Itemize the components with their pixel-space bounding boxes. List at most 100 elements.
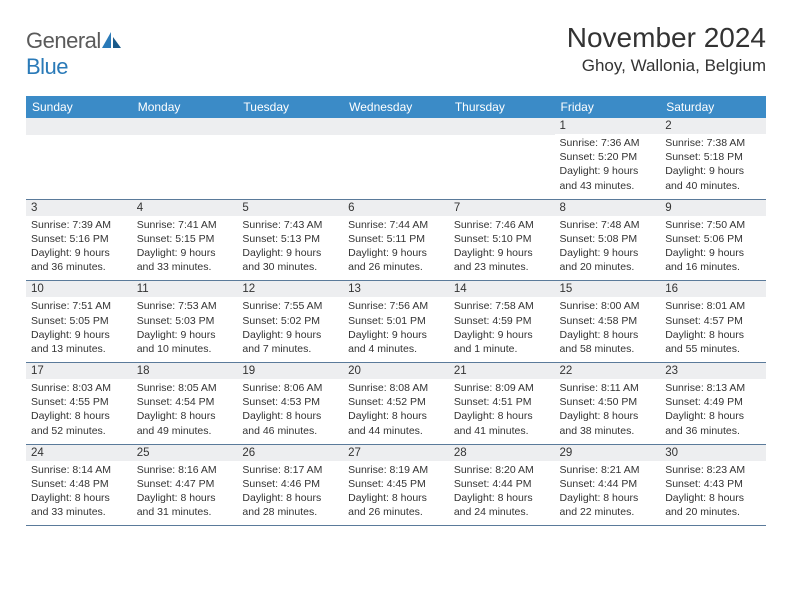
day-content: Sunrise: 7:36 AMSunset: 5:20 PMDaylight:… [555, 134, 661, 199]
day-content [449, 135, 555, 193]
day-number [449, 118, 555, 135]
daylight-text: Daylight: 8 hours and 41 minutes. [454, 409, 550, 437]
sunrise-text: Sunrise: 8:21 AM [560, 463, 656, 477]
calendar-cell: 24Sunrise: 8:14 AMSunset: 4:48 PMDayligh… [26, 444, 132, 526]
day-content: Sunrise: 8:17 AMSunset: 4:46 PMDaylight:… [237, 461, 343, 526]
sunset-text: Sunset: 4:57 PM [665, 314, 761, 328]
day-number: 18 [132, 363, 238, 379]
sunrise-text: Sunrise: 8:14 AM [31, 463, 127, 477]
daylight-text: Daylight: 9 hours and 43 minutes. [560, 164, 656, 192]
day-content: Sunrise: 8:11 AMSunset: 4:50 PMDaylight:… [555, 379, 661, 444]
daylight-text: Daylight: 9 hours and 16 minutes. [665, 246, 761, 274]
day-content: Sunrise: 8:08 AMSunset: 4:52 PMDaylight:… [343, 379, 449, 444]
day-content: Sunrise: 7:53 AMSunset: 5:03 PMDaylight:… [132, 297, 238, 362]
sunset-text: Sunset: 4:53 PM [242, 395, 338, 409]
logo-text: GeneralBlue [26, 28, 123, 80]
calendar-cell: 10Sunrise: 7:51 AMSunset: 5:05 PMDayligh… [26, 281, 132, 363]
daylight-text: Daylight: 8 hours and 22 minutes. [560, 491, 656, 519]
day-content: Sunrise: 7:43 AMSunset: 5:13 PMDaylight:… [237, 216, 343, 281]
day-content: Sunrise: 7:39 AMSunset: 5:16 PMDaylight:… [26, 216, 132, 281]
sunrise-text: Sunrise: 7:51 AM [31, 299, 127, 313]
sunrise-text: Sunrise: 7:44 AM [348, 218, 444, 232]
day-content: Sunrise: 8:06 AMSunset: 4:53 PMDaylight:… [237, 379, 343, 444]
calendar-page: GeneralBlue November 2024 Ghoy, Wallonia… [0, 0, 792, 536]
day-number: 22 [555, 363, 661, 379]
sunset-text: Sunset: 4:59 PM [454, 314, 550, 328]
daylight-text: Daylight: 8 hours and 26 minutes. [348, 491, 444, 519]
day-content: Sunrise: 7:50 AMSunset: 5:06 PMDaylight:… [660, 216, 766, 281]
calendar-cell: 30Sunrise: 8:23 AMSunset: 4:43 PMDayligh… [660, 444, 766, 526]
day-content: Sunrise: 8:19 AMSunset: 4:45 PMDaylight:… [343, 461, 449, 526]
day-header: Wednesday [343, 96, 449, 118]
day-content [26, 135, 132, 193]
day-number: 16 [660, 281, 766, 297]
daylight-text: Daylight: 8 hours and 38 minutes. [560, 409, 656, 437]
calendar-cell: 17Sunrise: 8:03 AMSunset: 4:55 PMDayligh… [26, 363, 132, 445]
daylight-text: Daylight: 8 hours and 49 minutes. [137, 409, 233, 437]
sunset-text: Sunset: 4:55 PM [31, 395, 127, 409]
day-content: Sunrise: 8:13 AMSunset: 4:49 PMDaylight:… [660, 379, 766, 444]
sunrise-text: Sunrise: 8:13 AM [665, 381, 761, 395]
calendar-cell: 28Sunrise: 8:20 AMSunset: 4:44 PMDayligh… [449, 444, 555, 526]
sunrise-text: Sunrise: 8:09 AM [454, 381, 550, 395]
daylight-text: Daylight: 8 hours and 33 minutes. [31, 491, 127, 519]
day-number: 4 [132, 200, 238, 216]
day-content: Sunrise: 7:38 AMSunset: 5:18 PMDaylight:… [660, 134, 766, 199]
day-content: Sunrise: 7:48 AMSunset: 5:08 PMDaylight:… [555, 216, 661, 281]
calendar-cell: 9Sunrise: 7:50 AMSunset: 5:06 PMDaylight… [660, 199, 766, 281]
sunrise-text: Sunrise: 7:48 AM [560, 218, 656, 232]
sunset-text: Sunset: 5:03 PM [137, 314, 233, 328]
day-number: 24 [26, 445, 132, 461]
daylight-text: Daylight: 9 hours and 40 minutes. [665, 164, 761, 192]
sunset-text: Sunset: 4:46 PM [242, 477, 338, 491]
calendar-cell: 1Sunrise: 7:36 AMSunset: 5:20 PMDaylight… [555, 118, 661, 199]
sunrise-text: Sunrise: 7:36 AM [560, 136, 656, 150]
day-content: Sunrise: 8:05 AMSunset: 4:54 PMDaylight:… [132, 379, 238, 444]
day-number: 25 [132, 445, 238, 461]
sunrise-text: Sunrise: 8:20 AM [454, 463, 550, 477]
day-number: 5 [237, 200, 343, 216]
calendar-cell: 18Sunrise: 8:05 AMSunset: 4:54 PMDayligh… [132, 363, 238, 445]
daylight-text: Daylight: 9 hours and 13 minutes. [31, 328, 127, 356]
calendar-cell [343, 118, 449, 199]
sunrise-text: Sunrise: 8:00 AM [560, 299, 656, 313]
daylight-text: Daylight: 9 hours and 33 minutes. [137, 246, 233, 274]
calendar-cell: 16Sunrise: 8:01 AMSunset: 4:57 PMDayligh… [660, 281, 766, 363]
calendar-cell: 20Sunrise: 8:08 AMSunset: 4:52 PMDayligh… [343, 363, 449, 445]
sunset-text: Sunset: 5:05 PM [31, 314, 127, 328]
calendar-cell: 13Sunrise: 7:56 AMSunset: 5:01 PMDayligh… [343, 281, 449, 363]
sunrise-text: Sunrise: 7:41 AM [137, 218, 233, 232]
daylight-text: Daylight: 8 hours and 20 minutes. [665, 491, 761, 519]
header: GeneralBlue November 2024 Ghoy, Wallonia… [26, 22, 766, 80]
sunset-text: Sunset: 4:58 PM [560, 314, 656, 328]
daylight-text: Daylight: 9 hours and 1 minute. [454, 328, 550, 356]
calendar-cell: 25Sunrise: 8:16 AMSunset: 4:47 PMDayligh… [132, 444, 238, 526]
calendar-cell: 2Sunrise: 7:38 AMSunset: 5:18 PMDaylight… [660, 118, 766, 199]
day-number: 15 [555, 281, 661, 297]
sunset-text: Sunset: 5:08 PM [560, 232, 656, 246]
sunset-text: Sunset: 4:47 PM [137, 477, 233, 491]
logo-text-blue: Blue [26, 54, 68, 79]
day-number: 8 [555, 200, 661, 216]
day-number: 2 [660, 118, 766, 134]
day-header: Friday [555, 96, 661, 118]
sunrise-text: Sunrise: 8:03 AM [31, 381, 127, 395]
calendar-cell [449, 118, 555, 199]
sunrise-text: Sunrise: 7:56 AM [348, 299, 444, 313]
calendar-cell: 29Sunrise: 8:21 AMSunset: 4:44 PMDayligh… [555, 444, 661, 526]
day-content [237, 135, 343, 193]
day-content: Sunrise: 8:20 AMSunset: 4:44 PMDaylight:… [449, 461, 555, 526]
daylight-text: Daylight: 9 hours and 26 minutes. [348, 246, 444, 274]
sunset-text: Sunset: 5:11 PM [348, 232, 444, 246]
calendar-cell: 8Sunrise: 7:48 AMSunset: 5:08 PMDaylight… [555, 199, 661, 281]
sunrise-text: Sunrise: 7:38 AM [665, 136, 761, 150]
daylight-text: Daylight: 8 hours and 55 minutes. [665, 328, 761, 356]
day-content: Sunrise: 8:09 AMSunset: 4:51 PMDaylight:… [449, 379, 555, 444]
day-header-row: Sunday Monday Tuesday Wednesday Thursday… [26, 96, 766, 118]
sunrise-text: Sunrise: 8:11 AM [560, 381, 656, 395]
day-content: Sunrise: 7:55 AMSunset: 5:02 PMDaylight:… [237, 297, 343, 362]
sunset-text: Sunset: 4:50 PM [560, 395, 656, 409]
calendar-week-row: 3Sunrise: 7:39 AMSunset: 5:16 PMDaylight… [26, 199, 766, 281]
calendar-cell: 5Sunrise: 7:43 AMSunset: 5:13 PMDaylight… [237, 199, 343, 281]
calendar-cell: 12Sunrise: 7:55 AMSunset: 5:02 PMDayligh… [237, 281, 343, 363]
